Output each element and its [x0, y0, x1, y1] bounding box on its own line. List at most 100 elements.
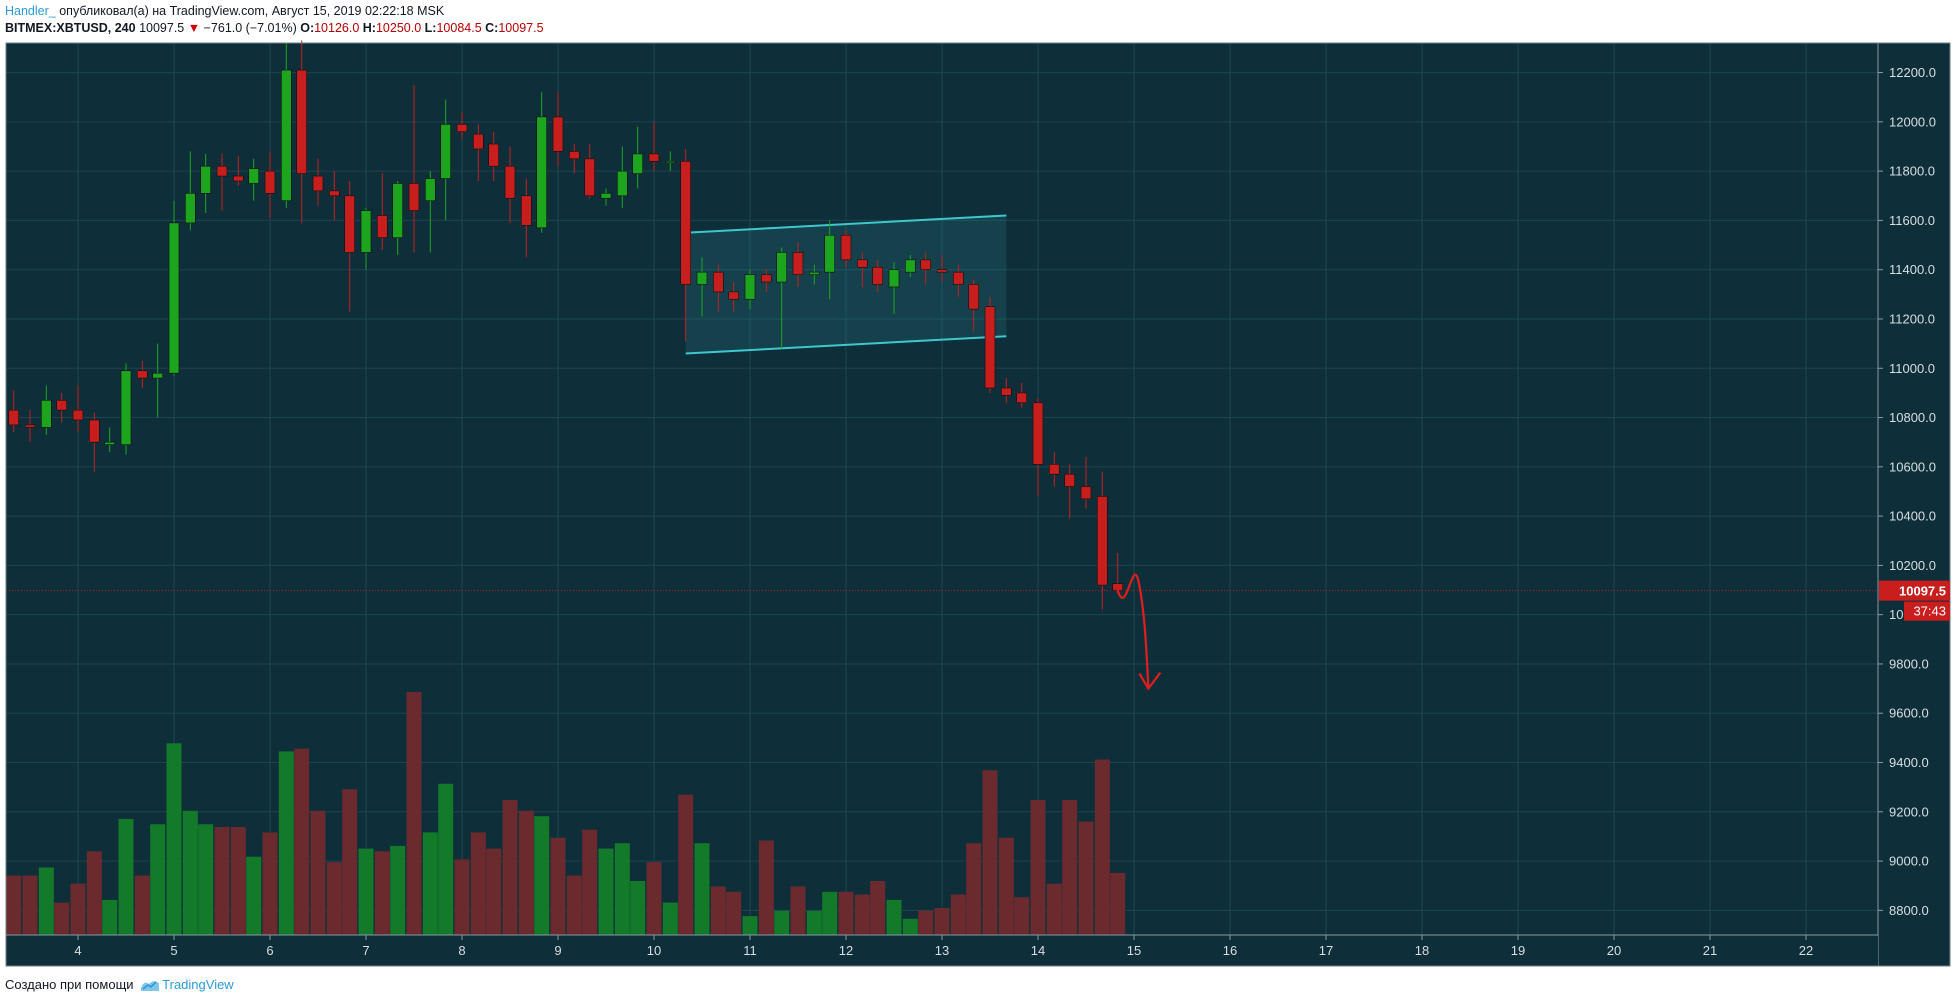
candle-body: [168, 222, 180, 374]
candle: [713, 264, 724, 312]
volume-bar: [38, 867, 54, 935]
channel-drawing[interactable]: [685, 214, 1007, 355]
price-change: −761.0 (−7.01%): [203, 21, 297, 35]
candle-body: [216, 165, 228, 177]
author-link[interactable]: Handler_: [5, 4, 56, 18]
candle-body: [824, 234, 835, 273]
volume-bar: [390, 845, 406, 935]
candle-body: [1112, 583, 1123, 591]
grid-lines: [6, 43, 1878, 935]
candle: [648, 121, 660, 172]
channel-lower-line[interactable]: [685, 335, 1007, 355]
price-tick-label: 8800.0: [1889, 903, 1929, 918]
candle: [488, 131, 499, 181]
candle-body: [137, 370, 148, 379]
volume-bar: [438, 783, 454, 935]
candle: [233, 156, 244, 186]
candle: [104, 427, 115, 453]
candle: [408, 84, 420, 253]
volume-bar: [694, 843, 710, 935]
candle: [600, 188, 612, 206]
volume-bar: [86, 851, 102, 935]
countdown-tag-bg: [1904, 601, 1950, 621]
candle-body: [792, 252, 804, 275]
candle-body: [600, 193, 612, 199]
time-tick-label: 8: [458, 943, 465, 958]
volume-bar: [886, 899, 902, 935]
footer: Создано при помощи TradingView: [5, 977, 234, 995]
candle: [665, 151, 676, 172]
candle-body: [248, 168, 259, 184]
candle-body: [120, 370, 132, 445]
time-tick-label: 11: [743, 943, 757, 958]
candle: [680, 148, 691, 342]
volume-bar: [518, 810, 534, 935]
low-label: L:: [424, 21, 437, 35]
candle-body: [713, 271, 724, 293]
candle: [776, 247, 787, 349]
price-tick-label: 12200.0: [1889, 65, 1936, 80]
candle-body: [473, 133, 484, 150]
candle: [1016, 383, 1027, 408]
volume-bar: [102, 899, 118, 935]
candle: [137, 360, 148, 388]
candle: [809, 264, 820, 285]
volume-bar: [534, 816, 550, 935]
volume-bar: [198, 824, 214, 935]
volume-bar: [950, 894, 966, 935]
candle: [360, 208, 372, 270]
time-tick-label: 4: [74, 943, 81, 958]
projection-arrow[interactable]: [1116, 573, 1162, 691]
candle: [857, 252, 868, 287]
candle-body: [56, 399, 67, 411]
close-value: 10097.5: [498, 21, 544, 35]
candle-body: [905, 259, 916, 273]
candle-body: [185, 193, 196, 224]
volume-bar: [1078, 821, 1094, 935]
symbol-info: BITMEX:XBTUSD, 240 10097.5 ▼ −761.0 (−7.…: [5, 21, 544, 35]
candle: [728, 282, 739, 312]
symbol-label: BITMEX:XBTUSD, 240: [5, 21, 136, 35]
time-tick-label: 22: [1799, 943, 1813, 958]
price-tick-label: 11600.0: [1889, 213, 1935, 228]
candles: [8, 40, 1123, 610]
volume-bar: [358, 848, 374, 935]
candle-body: [344, 195, 355, 253]
price-axis[interactable]: 12200.0 12000.0 11800.0 11600.0 11400.0 11200…: [1877, 43, 1950, 966]
candle-body: [1064, 473, 1075, 487]
candle: [552, 92, 564, 167]
channel-upper-line[interactable]: [685, 214, 1007, 234]
projection-arrow-path[interactable]: [1116, 573, 1150, 689]
volume-bar: [710, 886, 726, 935]
candle: [89, 412, 100, 472]
volume-bar: [70, 883, 86, 935]
time-tick-label: 15: [1127, 943, 1141, 958]
time-axis[interactable]: 4 5 6 7 8 9 10 11 12 13 14 15 16 17 18 19 20 21 22: [5, 42, 1951, 967]
candle: [185, 151, 196, 231]
volume-bar: [214, 827, 230, 935]
volume-bar: [870, 881, 886, 935]
volume-bar: [278, 751, 294, 935]
volume-bar: [982, 770, 998, 935]
candle: [1049, 452, 1060, 487]
tradingview-link[interactable]: TradingView: [162, 977, 234, 992]
candle-body: [200, 165, 211, 194]
time-axis-bg: [6, 935, 1878, 966]
volume-bar: [502, 800, 518, 935]
volume-bar: [1062, 800, 1078, 935]
candle: [920, 252, 931, 285]
arrow-head-icon: [1138, 671, 1162, 691]
price-tick-label: 9000.0: [1889, 854, 1929, 869]
candle: [1064, 464, 1075, 519]
tradingview-logo-icon[interactable]: [140, 978, 160, 995]
candle-body: [857, 259, 868, 268]
volume-bar: [118, 818, 134, 935]
time-tick-label: 14: [1031, 943, 1045, 958]
candle-body: [408, 183, 420, 211]
volume-bar: [1110, 872, 1126, 935]
high-label: H:: [362, 21, 376, 35]
candle: [56, 392, 67, 423]
candle: [984, 296, 996, 393]
candle-body: [680, 160, 691, 285]
